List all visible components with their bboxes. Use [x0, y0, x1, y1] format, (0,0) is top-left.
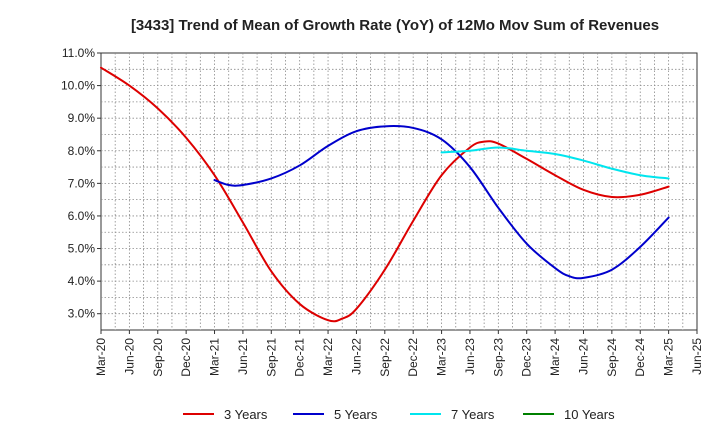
x-tick-label: Dec-21: [293, 338, 307, 377]
legend-label: 7 Years: [451, 407, 495, 422]
x-tick-label: Mar-21: [208, 338, 222, 376]
x-tick-label: Mar-20: [94, 338, 108, 376]
y-tick-label: 4.0%: [68, 274, 96, 288]
series-line-3-years: [100, 66, 670, 323]
y-axis: 3.0% 4.0% 5.0% 6.0% 7.0% 8.0% 9.0% 10.0% 11.0%: [61, 46, 101, 321]
chart-title: [3433] Trend of Mean of Growth Rate (YoY…: [131, 17, 659, 34]
x-tick-label: Dec-20: [179, 338, 193, 377]
series-line-7-years: [440, 146, 670, 180]
legend: 3 Years 5 Years 7 Years 10 Years: [183, 407, 615, 422]
legend-item-3-years: 3 Years: [183, 407, 268, 422]
y-tick-label: 9.0%: [68, 111, 96, 125]
x-tick-label: Mar-24: [548, 338, 562, 376]
x-tick-label: Sep-23: [491, 338, 505, 377]
y-tick-label: 6.0%: [68, 209, 96, 223]
y-tick-label: 3.0%: [68, 307, 96, 321]
legend-item-10-years: 10 Years: [523, 407, 615, 422]
x-tick-label: Sep-21: [264, 338, 278, 377]
x-tick-label: Mar-23: [435, 338, 449, 376]
x-tick-label: Mar-22: [321, 338, 335, 376]
legend-item-7-years: 7 Years: [410, 407, 495, 422]
x-tick-label: Jun-23: [463, 338, 477, 375]
x-tick-label: Jun-22: [349, 338, 363, 375]
y-tick-label: 10.0%: [61, 79, 95, 93]
y-tick-label: 5.0%: [68, 242, 96, 256]
x-tick-label: Sep-24: [605, 338, 619, 377]
series-lines: [100, 66, 670, 323]
x-tick-label: Dec-23: [520, 338, 534, 377]
series-line-5-years: [213, 125, 670, 280]
legend-label: 10 Years: [564, 407, 615, 422]
legend-item-5-years: 5 Years: [293, 407, 378, 422]
y-tick-label: 8.0%: [68, 144, 96, 158]
y-tick-label: 11.0%: [62, 46, 95, 60]
x-tick-label: Jun-25: [690, 338, 704, 375]
grid-lines: [101, 53, 697, 330]
x-tick-label: Dec-22: [406, 338, 420, 377]
x-tick-label: Mar-25: [662, 338, 676, 376]
x-tick-label: Dec-24: [633, 338, 647, 377]
x-tick-label: Jun-24: [576, 338, 590, 375]
x-tick-label: Sep-22: [378, 338, 392, 377]
x-tick-label: Jun-21: [236, 338, 250, 375]
legend-label: 3 Years: [224, 407, 268, 422]
x-axis: Mar-20 Jun-20 Sep-20 Dec-20 Mar-21 Jun-21 Sep-…: [94, 330, 704, 377]
y-tick-label: 7.0%: [68, 176, 96, 190]
x-tick-label: Sep-20: [151, 338, 165, 377]
legend-label: 5 Years: [334, 407, 378, 422]
x-tick-label: Jun-20: [122, 338, 136, 375]
